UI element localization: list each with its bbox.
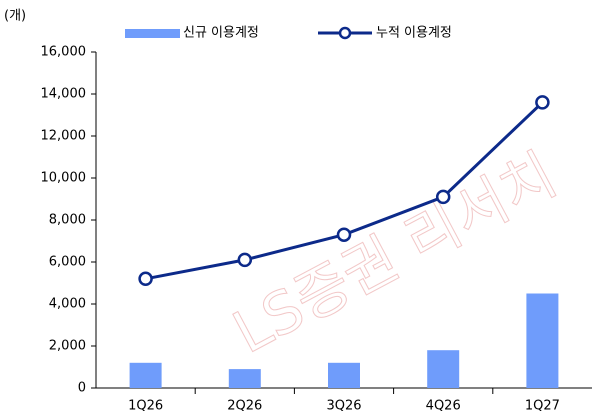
y-tick-label: 14,000 (41, 87, 87, 102)
y-tick-label: 4,000 (49, 297, 86, 312)
y-tick-label: 16,000 (41, 45, 87, 60)
line-point (336, 227, 352, 242)
x-tick-label: 1Q27 (525, 399, 560, 414)
line-point (138, 271, 153, 287)
bar (129, 362, 162, 388)
legend-swatch (125, 29, 180, 38)
legend-label: 신규 이용계정 (183, 26, 259, 41)
x-tick-label: 3Q26 (326, 399, 361, 414)
bar (526, 293, 559, 388)
legend-label: 누적 이용계정 (376, 26, 452, 41)
legend-swatch (338, 26, 352, 40)
line-point (535, 95, 550, 110)
x-tick-label: 1Q26 (128, 399, 163, 414)
y-tick-label: 6,000 (49, 255, 86, 270)
bar (228, 369, 261, 388)
y-tick-label: 12,000 (41, 129, 87, 144)
line-point (435, 189, 451, 205)
bar (328, 362, 360, 388)
unit-label: (개) (4, 9, 26, 24)
x-tick-label: 4Q26 (426, 399, 461, 414)
y-tick-label: 0 (78, 381, 86, 396)
y-tick-label: 10,000 (41, 171, 87, 186)
line-point (237, 252, 253, 268)
y-tick-label: 8,000 (49, 213, 86, 228)
x-tick-label: 2Q26 (227, 399, 262, 414)
bar (427, 350, 460, 388)
y-tick-label: 2,000 (49, 339, 86, 354)
